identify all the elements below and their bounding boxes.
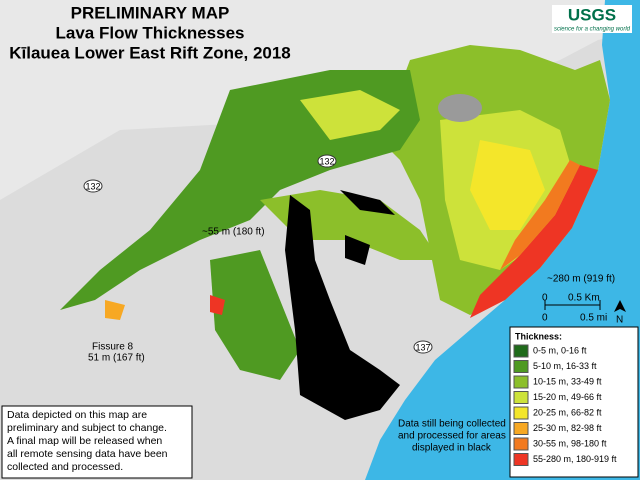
unprocessed-area — [285, 195, 400, 420]
scale-label: 0.5 Km — [568, 293, 600, 304]
note-line: preliminary and subject to change. — [7, 422, 167, 434]
legend-swatch — [513, 406, 529, 420]
road-label: 132 — [85, 181, 100, 191]
annotation: 51 m (167 ft) — [88, 353, 145, 364]
scale-label: 0 — [542, 293, 548, 304]
legend-swatch — [513, 344, 529, 358]
legend: Thickness: 0-5 m, 0-16 ft 5-10 m, 16-33 f… — [509, 326, 639, 478]
roads: 132 132 137 — [83, 154, 433, 354]
title-line: PRELIMINARY MAP — [71, 3, 230, 22]
lava-flow — [60, 45, 610, 380]
annotation: ~55 m (180 ft) — [202, 227, 265, 238]
legend-swatch — [513, 375, 529, 389]
legend-label: 0-5 m, 0-16 ft — [533, 345, 587, 355]
logo-name: USGS — [568, 5, 616, 24]
legend-label: 30-55 m, 98-180 ft — [533, 438, 607, 448]
note-line: Data depicted on this map are — [7, 409, 147, 421]
legend-title: Thickness: — [515, 331, 562, 341]
note-line: A final map will be released when — [7, 435, 162, 447]
logo-tagline: science for a changing world — [554, 27, 631, 33]
unprocessed-area — [340, 190, 395, 265]
legend-swatch — [513, 453, 529, 466]
legend-label: 15-20 m, 49-66 ft — [533, 392, 602, 402]
road-label: 137 — [415, 342, 430, 352]
logo: USGS science for a changing world — [552, 5, 632, 33]
legend-label: 5-10 m, 16-33 ft — [533, 361, 597, 371]
legend-swatch — [513, 360, 529, 373]
scale-label: 0 — [542, 313, 548, 324]
annotation: displayed in black — [412, 443, 492, 454]
annotation: Data still being collected — [398, 419, 506, 430]
note-line: collected and processed. — [7, 461, 123, 473]
annotation: Fissure 8 — [92, 342, 134, 353]
scale-label: 0.5 mi — [580, 313, 607, 324]
north-label: N — [616, 315, 623, 326]
title-line: Kīlauea Lower East Rift Zone, 2018 — [9, 43, 291, 62]
legend-swatch — [513, 391, 529, 404]
annotation: and processed for areas — [398, 431, 506, 442]
legend-swatch — [513, 422, 529, 435]
scale-bar: 0 0.5 Km 0 0.5 mi N — [542, 293, 626, 326]
title-line: Lava Flow Thicknesses — [56, 23, 245, 42]
notes: Data depicted on this map arepreliminary… — [1, 405, 193, 479]
legend-swatch — [513, 437, 529, 451]
legend-label: 20-25 m, 66-82 ft — [533, 407, 602, 417]
legend-label: 55-280 m, 180-919 ft — [533, 454, 617, 464]
legend-label: 10-15 m, 33-49 ft — [533, 376, 602, 386]
annotation: ~280 m (919 ft) — [547, 274, 615, 285]
note-line: all remote sensing data have been — [7, 448, 168, 460]
legend-label: 25-30 m, 82-98 ft — [533, 423, 602, 433]
road-label: 132 — [319, 156, 334, 166]
title: PRELIMINARY MAP Lava Flow Thicknesses Kī… — [9, 3, 291, 62]
